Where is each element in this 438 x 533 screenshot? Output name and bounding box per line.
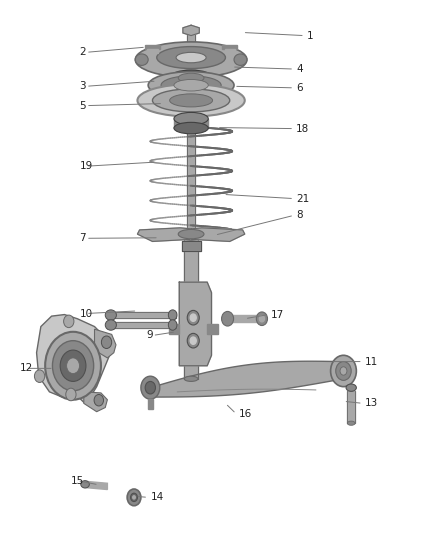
Polygon shape: [84, 392, 107, 411]
Circle shape: [187, 310, 199, 325]
Circle shape: [187, 333, 199, 348]
Text: 7: 7: [79, 233, 86, 243]
Circle shape: [331, 356, 357, 386]
Circle shape: [336, 361, 351, 381]
Circle shape: [133, 496, 135, 499]
Ellipse shape: [174, 112, 208, 125]
Circle shape: [190, 314, 196, 321]
Polygon shape: [228, 315, 262, 322]
Text: 9: 9: [146, 330, 153, 341]
Circle shape: [35, 370, 45, 383]
Text: 6: 6: [296, 83, 303, 93]
Ellipse shape: [170, 94, 212, 107]
Text: 15: 15: [71, 475, 84, 486]
Text: 13: 13: [365, 398, 378, 408]
Polygon shape: [183, 25, 199, 36]
Polygon shape: [107, 322, 176, 328]
Ellipse shape: [184, 376, 198, 382]
Polygon shape: [150, 361, 339, 397]
Circle shape: [141, 376, 160, 399]
Circle shape: [168, 320, 177, 330]
Ellipse shape: [346, 384, 357, 391]
Ellipse shape: [138, 84, 245, 117]
Text: 19: 19: [79, 161, 93, 171]
Circle shape: [94, 394, 103, 406]
Ellipse shape: [170, 70, 212, 86]
Ellipse shape: [135, 42, 247, 77]
Circle shape: [53, 341, 94, 391]
Ellipse shape: [152, 89, 230, 112]
Ellipse shape: [81, 481, 89, 488]
Polygon shape: [148, 399, 153, 409]
Ellipse shape: [174, 79, 208, 91]
Ellipse shape: [184, 235, 198, 240]
Circle shape: [60, 350, 86, 382]
Ellipse shape: [178, 73, 204, 83]
Text: 11: 11: [365, 357, 378, 367]
Ellipse shape: [176, 52, 206, 63]
Polygon shape: [191, 228, 245, 241]
Polygon shape: [169, 324, 179, 334]
Text: 10: 10: [79, 309, 92, 319]
Polygon shape: [95, 329, 116, 358]
Polygon shape: [184, 238, 198, 379]
Ellipse shape: [135, 54, 148, 66]
Circle shape: [66, 388, 76, 401]
Ellipse shape: [161, 76, 221, 95]
Ellipse shape: [105, 320, 117, 330]
Circle shape: [222, 311, 233, 326]
Text: 5: 5: [79, 101, 86, 111]
Text: 2: 2: [79, 47, 86, 58]
Text: 14: 14: [150, 492, 163, 503]
Circle shape: [64, 315, 74, 328]
Ellipse shape: [347, 421, 355, 425]
Circle shape: [131, 493, 138, 502]
Ellipse shape: [148, 71, 234, 99]
Text: 1: 1: [307, 30, 314, 41]
Polygon shape: [225, 49, 235, 53]
Polygon shape: [145, 45, 160, 49]
Polygon shape: [179, 282, 212, 366]
Circle shape: [101, 336, 112, 349]
Text: 17: 17: [271, 310, 284, 320]
Text: 4: 4: [296, 64, 303, 74]
Circle shape: [190, 337, 196, 344]
Text: 8: 8: [296, 211, 303, 220]
Polygon shape: [207, 324, 218, 334]
Text: 12: 12: [19, 364, 33, 373]
Text: 16: 16: [238, 409, 251, 419]
Polygon shape: [107, 312, 176, 318]
Polygon shape: [182, 241, 201, 251]
Ellipse shape: [174, 123, 208, 134]
Ellipse shape: [157, 46, 226, 69]
Circle shape: [67, 358, 79, 374]
Polygon shape: [138, 228, 191, 241]
Circle shape: [45, 332, 101, 400]
Polygon shape: [147, 49, 158, 53]
Ellipse shape: [105, 310, 117, 320]
Circle shape: [168, 310, 177, 320]
Ellipse shape: [234, 54, 247, 66]
Polygon shape: [347, 391, 355, 423]
Text: 21: 21: [296, 193, 310, 204]
Circle shape: [259, 316, 265, 322]
Text: 3: 3: [79, 82, 86, 91]
Polygon shape: [222, 45, 237, 49]
Circle shape: [256, 312, 268, 326]
Polygon shape: [146, 383, 155, 397]
Circle shape: [340, 367, 347, 375]
Polygon shape: [84, 481, 107, 489]
Circle shape: [145, 382, 155, 394]
Polygon shape: [174, 119, 208, 128]
Ellipse shape: [178, 229, 204, 239]
Text: 18: 18: [296, 124, 310, 134]
Polygon shape: [187, 34, 195, 238]
Circle shape: [127, 489, 141, 506]
Polygon shape: [36, 314, 109, 402]
